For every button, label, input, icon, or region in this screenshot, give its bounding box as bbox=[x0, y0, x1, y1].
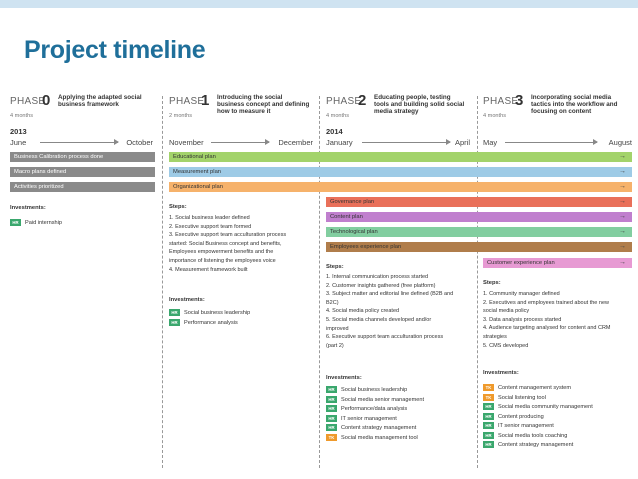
hr-badge: HR bbox=[326, 386, 337, 394]
hr-badge: HR bbox=[169, 309, 180, 317]
investments-heading: Investments: bbox=[483, 370, 519, 376]
month-range: November December bbox=[169, 138, 313, 147]
phase-divider bbox=[162, 96, 163, 468]
steps-heading: Steps: bbox=[169, 204, 187, 210]
phase-label: PHASE bbox=[326, 96, 362, 107]
investment-item: HR IT senior management bbox=[326, 414, 424, 425]
phase3-steps: 1. Community manager defined 2. Executive… bbox=[483, 291, 611, 349]
content-plan-bar: Content plan → bbox=[326, 212, 632, 222]
phase-divider bbox=[319, 96, 320, 468]
year-label: 2013 bbox=[10, 127, 27, 136]
employees-experience-plan-bar: Employees experience plan → bbox=[326, 242, 632, 252]
educational-plan-bar: Educational plan → bbox=[169, 152, 632, 162]
phase0-item: Business Calibration process done bbox=[10, 152, 155, 162]
steps-heading: Steps: bbox=[483, 280, 501, 286]
page-title: Project timeline bbox=[24, 36, 206, 64]
investment-item: HR Content strategy management bbox=[483, 441, 593, 451]
phase0-investments: HR Paid internship bbox=[10, 219, 62, 229]
phase-1-header: PHASE 1 Introducing the social business c… bbox=[169, 92, 314, 119]
hr-badge: HR bbox=[10, 219, 21, 227]
hr-badge: HR bbox=[483, 422, 494, 430]
investment-item: HR Paid internship bbox=[10, 219, 62, 229]
investment-item: TK Social media management tool bbox=[326, 433, 424, 444]
investments-heading: Investments: bbox=[169, 297, 205, 303]
investment-item: HR Social business leadership bbox=[326, 386, 424, 396]
phase0-item: Activities prioritized bbox=[10, 182, 155, 192]
phase1-investments: HR Social business leadership HR Performan… bbox=[169, 309, 250, 328]
investment-item: HR IT senior management bbox=[483, 422, 593, 432]
investment-item: TK Content management system bbox=[483, 384, 593, 394]
phase2-investments: HR Social business leadership HR Social me… bbox=[326, 386, 424, 443]
phase-description: Incorporating social media tactics into t… bbox=[531, 94, 618, 115]
phase-duration: 4 months bbox=[483, 113, 507, 119]
arrow-right-icon: → bbox=[619, 168, 626, 175]
tk-badge: TK bbox=[483, 393, 494, 401]
phase-2-header: PHASE 2 Educating people, testing tools a… bbox=[326, 92, 476, 119]
hr-badge: HR bbox=[326, 405, 337, 413]
technological-plan-bar: Technological plan → bbox=[326, 227, 632, 237]
phase-description: Applying the adapted social business fram… bbox=[58, 94, 142, 108]
hr-badge: HR bbox=[483, 412, 494, 420]
investment-item: HR Content producing bbox=[483, 412, 593, 423]
phase-number: 3 bbox=[515, 92, 524, 109]
investment-item: HR Performance analysis bbox=[169, 318, 250, 329]
arrow-right-icon: → bbox=[619, 183, 626, 190]
phase-label: PHASE bbox=[169, 96, 205, 107]
phase-description: Educating people, testing tools and build… bbox=[374, 94, 465, 115]
phase-0-header: PHASE 0 Applying the adapted social busin… bbox=[10, 92, 155, 119]
phase-number: 0 bbox=[42, 92, 51, 109]
investment-item: HR Social business leadership bbox=[169, 309, 250, 319]
arrow-right-icon: → bbox=[619, 243, 626, 250]
investments-heading: Investments: bbox=[10, 205, 46, 211]
phase-label: PHASE bbox=[10, 96, 46, 107]
top-band bbox=[0, 0, 638, 8]
month-range: June October bbox=[10, 138, 153, 147]
organizational-plan-bar: Organizational plan → bbox=[169, 182, 632, 192]
hr-badge: HR bbox=[326, 414, 337, 422]
hr-badge: HR bbox=[483, 441, 494, 449]
arrow-right-icon: → bbox=[619, 198, 626, 205]
investment-item: HR Social media tools coaching bbox=[483, 431, 593, 442]
investment-item: HR Social media senior management bbox=[326, 395, 424, 406]
phase2-steps: 1. Internal communication process starte… bbox=[326, 274, 454, 349]
investment-item: TK Social listening tool bbox=[483, 393, 593, 404]
phase-duration: 2 months bbox=[169, 113, 193, 119]
steps-heading: Steps: bbox=[326, 264, 344, 270]
year-label: 2014 bbox=[326, 127, 343, 136]
tk-badge: TK bbox=[483, 384, 494, 392]
investment-item: HR Performance/data analysis bbox=[326, 405, 424, 415]
measurement-plan-bar: Measurement plan → bbox=[169, 167, 632, 177]
arrow-right-icon: → bbox=[619, 213, 626, 220]
month-range: May August bbox=[483, 138, 632, 147]
phase-number: 1 bbox=[201, 92, 210, 109]
arrow-right-icon: → bbox=[619, 259, 626, 266]
phase-label: PHASE bbox=[483, 96, 519, 107]
customer-experience-plan-bar: Customer experience plan → bbox=[483, 258, 632, 268]
phase1-steps: 1. Social business leader defined 2. Exec… bbox=[169, 215, 287, 273]
phase-3-header: PHASE 3 Incorporating social media tactic… bbox=[483, 92, 633, 119]
phase-duration: 4 months bbox=[326, 113, 350, 119]
hr-badge: HR bbox=[169, 318, 180, 326]
arrow-right-icon: → bbox=[619, 228, 626, 235]
hr-badge: HR bbox=[326, 424, 337, 432]
investment-item: HR Social media community management bbox=[483, 403, 593, 413]
tk-badge: TK bbox=[326, 433, 337, 441]
investment-item: HR Content strategy management bbox=[326, 424, 424, 434]
phase-description: Introducing the social business concept a… bbox=[217, 94, 310, 115]
hr-badge: HR bbox=[483, 431, 494, 439]
phase-number: 2 bbox=[358, 92, 367, 109]
phase-divider bbox=[477, 96, 478, 468]
phase0-item: Macro plans defined bbox=[10, 167, 155, 177]
governance-plan-bar: Governance plan → bbox=[326, 197, 632, 207]
phase-duration: 4 months bbox=[10, 113, 34, 119]
phase3-investments: TK Content management system TK Social lis… bbox=[483, 384, 593, 451]
arrow-right-icon: → bbox=[619, 153, 626, 160]
hr-badge: HR bbox=[326, 395, 337, 403]
month-range: January April bbox=[326, 138, 470, 147]
hr-badge: HR bbox=[483, 403, 494, 411]
investments-heading: Investments: bbox=[326, 375, 362, 381]
